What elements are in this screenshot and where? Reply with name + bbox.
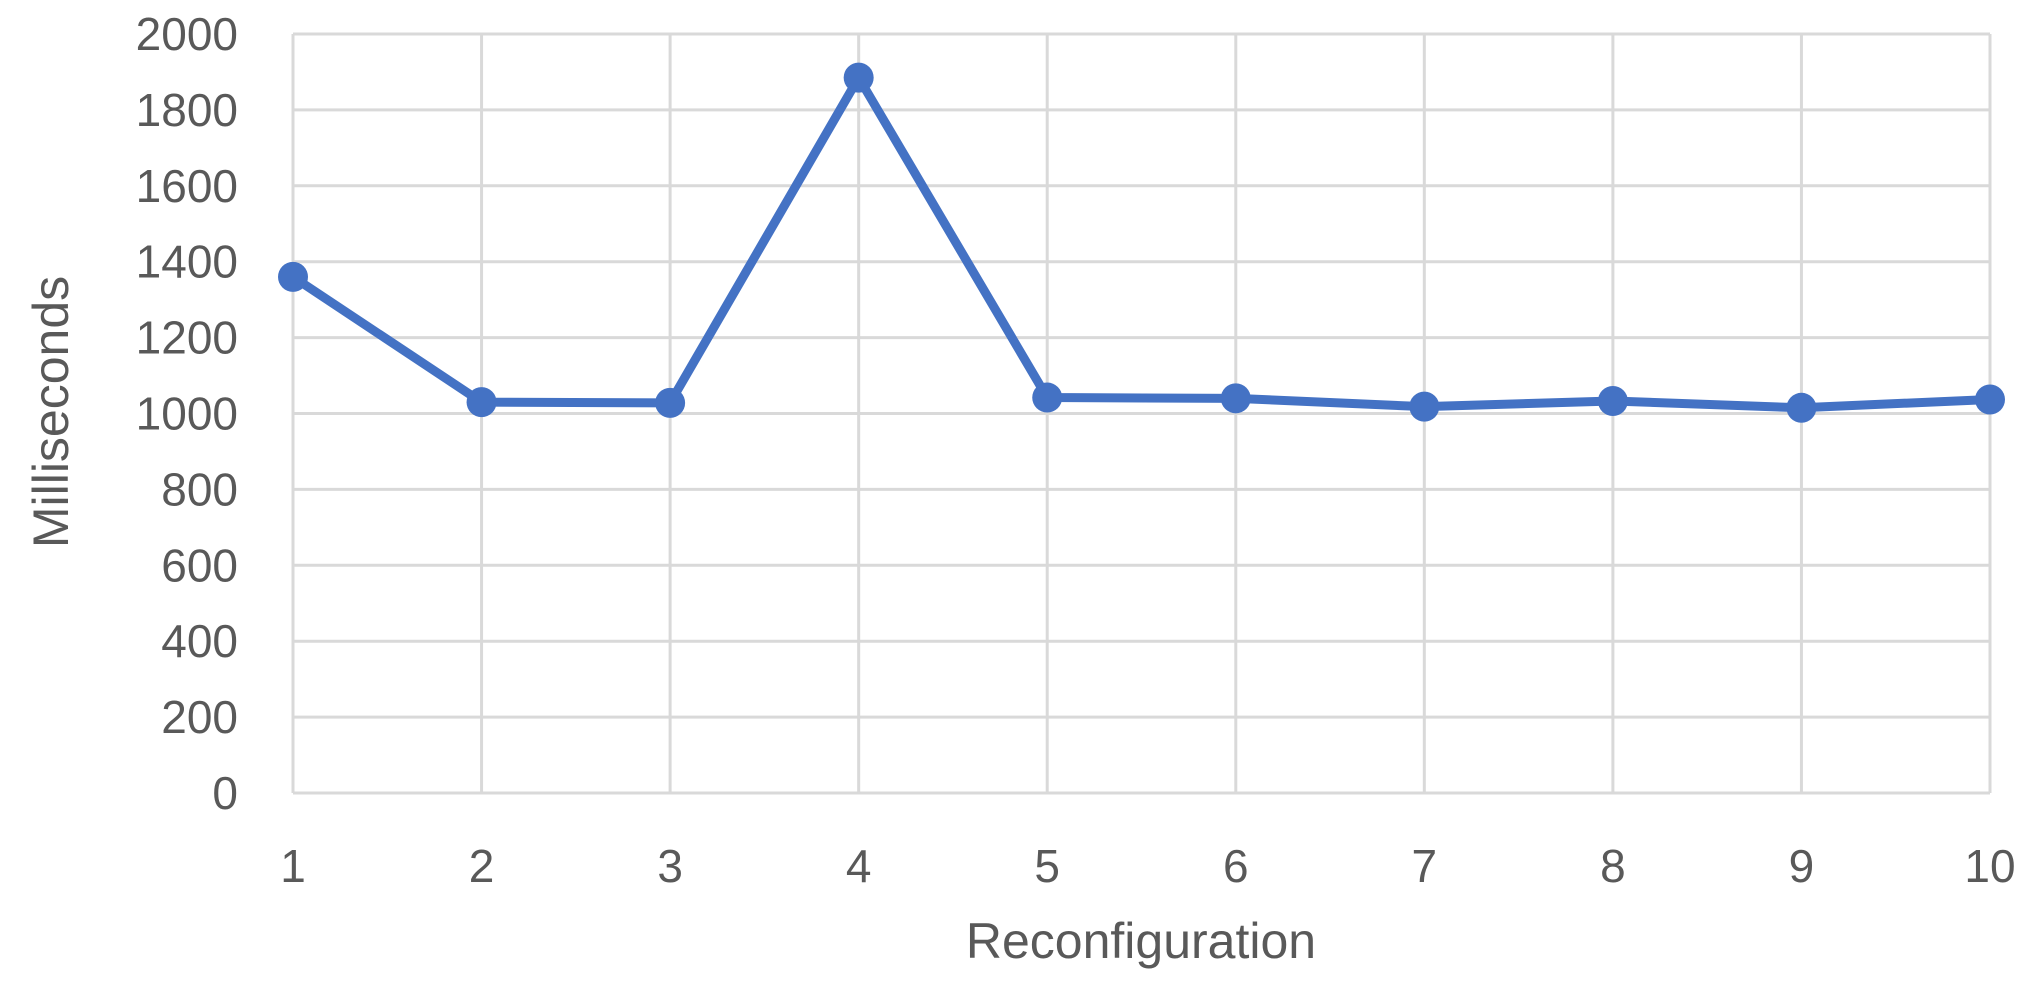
data-point: [1220, 383, 1251, 414]
x-tick-label: 3: [657, 840, 683, 892]
x-tick-label: 9: [1789, 840, 1815, 892]
y-tick-label: 200: [161, 691, 238, 743]
y-tick-label: 400: [161, 615, 238, 667]
data-point: [278, 261, 308, 292]
x-tick-label: 4: [846, 840, 872, 892]
x-tick-label: 1: [280, 840, 306, 892]
data-point: [1975, 384, 2005, 415]
x-tick-label: 5: [1034, 840, 1060, 892]
data-point: [655, 387, 686, 418]
y-tick-label: 0: [212, 767, 238, 819]
x-axis-title: Reconfiguration: [966, 913, 1316, 969]
y-tick-label: 1200: [136, 312, 238, 364]
y-tick-label: 800: [161, 463, 238, 515]
grid: [291, 32, 1992, 795]
y-tick-label: 1600: [136, 160, 238, 212]
x-tick-label: 8: [1600, 840, 1626, 892]
y-tick-label: 1800: [136, 84, 238, 136]
x-tick-label: 7: [1412, 840, 1438, 892]
series-line: [288, 73, 1995, 413]
y-tick-label: 1000: [136, 388, 238, 440]
y-axis-tick-labels: 0 200 400 600 800 1000 1200 1400 1600 1800 2000: [136, 8, 238, 819]
data-point: [466, 387, 497, 418]
y-tick-label: 2000: [136, 8, 238, 60]
data-point: [1786, 392, 1817, 423]
data-point: [1409, 391, 1440, 422]
x-tick-label: 10: [1964, 840, 2015, 892]
x-tick-label: 6: [1223, 840, 1249, 892]
y-axis-title: Milliseconds: [23, 276, 79, 548]
series-layer: [278, 62, 2005, 423]
y-tick-label: 600: [161, 539, 238, 591]
y-tick-label: 1400: [136, 236, 238, 288]
data-point: [1597, 385, 1628, 416]
x-tick-label: 2: [469, 840, 495, 892]
x-axis-tick-labels: 1 2 3 4 5 6 7 8 9 10: [280, 840, 2015, 892]
data-point: [843, 62, 874, 93]
data-point: [1032, 382, 1063, 413]
